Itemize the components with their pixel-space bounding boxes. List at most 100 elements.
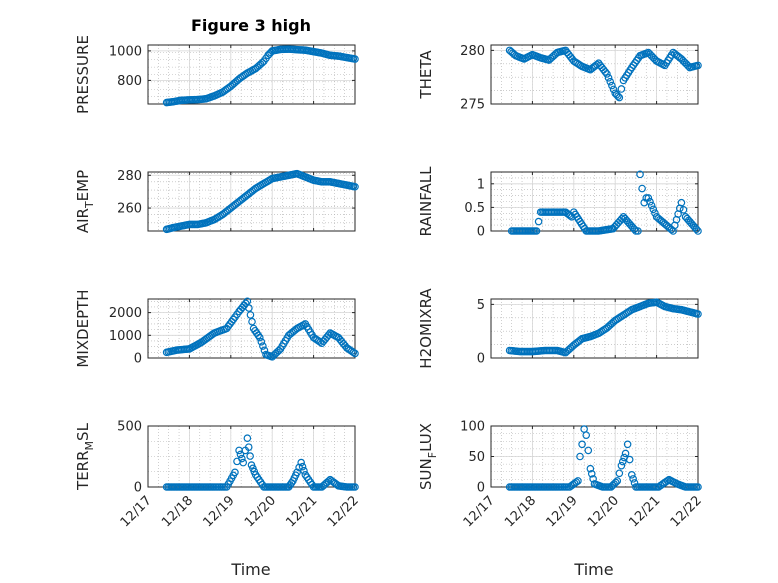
y-label-rest: SL (74, 422, 92, 441)
data-point (245, 304, 253, 312)
data-series (505, 425, 702, 491)
data-series (162, 45, 359, 107)
data-point (694, 227, 702, 235)
y-tick-label: 100 (460, 420, 485, 435)
data-point (636, 170, 644, 179)
data-series (162, 297, 359, 361)
data-point (349, 348, 358, 357)
data-point (604, 74, 613, 82)
data-point (630, 225, 639, 234)
y-axis-label: AIRTEMP (74, 170, 96, 233)
data-point (651, 209, 659, 217)
data-point (574, 477, 582, 485)
subplot-6: 0 5 H2OMIXRA (417, 288, 702, 369)
data-point (692, 225, 701, 234)
axes-box (147, 44, 356, 105)
data-point (231, 468, 239, 477)
axes-box (490, 44, 699, 105)
y-tick-label: 2000 (109, 306, 142, 321)
y-tick-label: 280 (117, 169, 142, 184)
axes-box (147, 171, 356, 232)
subplot-5: 0 1000 2000 MIXDEPTH (74, 289, 359, 368)
x-tick-label: 12/18 (502, 493, 539, 530)
x-axis-label-right: Time (573, 560, 613, 579)
y-tick-label: 50 (468, 450, 485, 465)
data-point (638, 184, 646, 193)
y-tick-label: 275 (460, 98, 485, 113)
data-point (582, 431, 591, 439)
data-point (627, 470, 636, 479)
data-point (351, 55, 359, 63)
data-point (351, 483, 359, 491)
y-tick-label: 0 (134, 352, 142, 367)
y-label-subscript: F (426, 452, 439, 458)
data-point (238, 454, 246, 463)
data-point (629, 475, 637, 483)
data-point (617, 85, 626, 93)
y-tick-label: 0 (134, 481, 142, 496)
data-point (243, 297, 252, 306)
data-series (505, 46, 702, 102)
data-point (621, 449, 630, 458)
x-tick-label: 12/22 (325, 493, 362, 530)
data-point (351, 182, 359, 191)
data-point (646, 197, 654, 206)
y-tick-label: 0.5 (464, 201, 485, 216)
data-point (615, 93, 624, 102)
data-point (677, 198, 686, 207)
data-point (293, 468, 301, 477)
x-tick-label: 12/17 (461, 493, 498, 530)
data-point (572, 478, 581, 486)
y-tick-label: 260 (117, 202, 142, 217)
x-tick-label: 12/18 (159, 493, 196, 530)
data-point (647, 201, 656, 210)
data-point (244, 443, 253, 451)
axes-box (147, 298, 356, 359)
data-point (611, 478, 620, 487)
x-axis-label-left: Time (230, 560, 270, 579)
data-point (606, 77, 615, 86)
subplot-4: 0 0.5 1 RAINFALL (417, 166, 702, 240)
y-label-main: TERR (74, 450, 92, 491)
data-point (259, 342, 267, 350)
y-tick-label: 1000 (109, 329, 142, 344)
y-label-rest: EMP (74, 170, 92, 201)
x-tick-label: 12/22 (668, 493, 705, 530)
y-tick-label: 5 (477, 298, 485, 313)
data-point (679, 205, 688, 214)
data-point (694, 310, 702, 318)
y-label-main: SUN (417, 458, 435, 490)
data-point (257, 338, 266, 346)
subplot-8: 0 50 100 12/17 12/18 12/19 12/20 12/21 12/22 SUNF… (417, 420, 705, 531)
data-series (505, 298, 702, 357)
y-tick-label: 280 (460, 44, 485, 59)
y-axis-label: THETA (417, 50, 435, 100)
y-label-rest: LUX (417, 423, 435, 452)
data-point (297, 458, 305, 467)
data-series (162, 169, 359, 234)
data-point (236, 450, 245, 459)
data-point (615, 469, 624, 478)
subplot-2: 275 280 THETA (417, 44, 702, 113)
y-axis-label: SUNFLUX (417, 423, 439, 490)
x-tick-label: 12/19 (201, 493, 238, 530)
data-series (162, 434, 359, 491)
data-point (694, 61, 702, 70)
y-tick-label: 0 (477, 352, 485, 367)
subplot-7: 0 500 12/17 12/18 12/19 12/20 12/21 12/22 TERRMS… (74, 420, 362, 531)
axes-box (147, 425, 356, 488)
figure-title: Figure 3 high (191, 16, 311, 35)
data-point (603, 70, 611, 78)
subplot-1: 800 1000 PRESSURE (74, 35, 359, 114)
data-point (351, 349, 359, 358)
data-point (298, 462, 307, 471)
data-point (576, 452, 584, 461)
data-point (601, 68, 610, 76)
x-tick-label: 12/17 (118, 493, 155, 530)
data-point (632, 227, 640, 235)
data-point (649, 205, 658, 214)
y-tick-label: 800 (117, 74, 142, 89)
y-tick-label: 1000 (109, 44, 142, 59)
data-point (300, 466, 308, 475)
